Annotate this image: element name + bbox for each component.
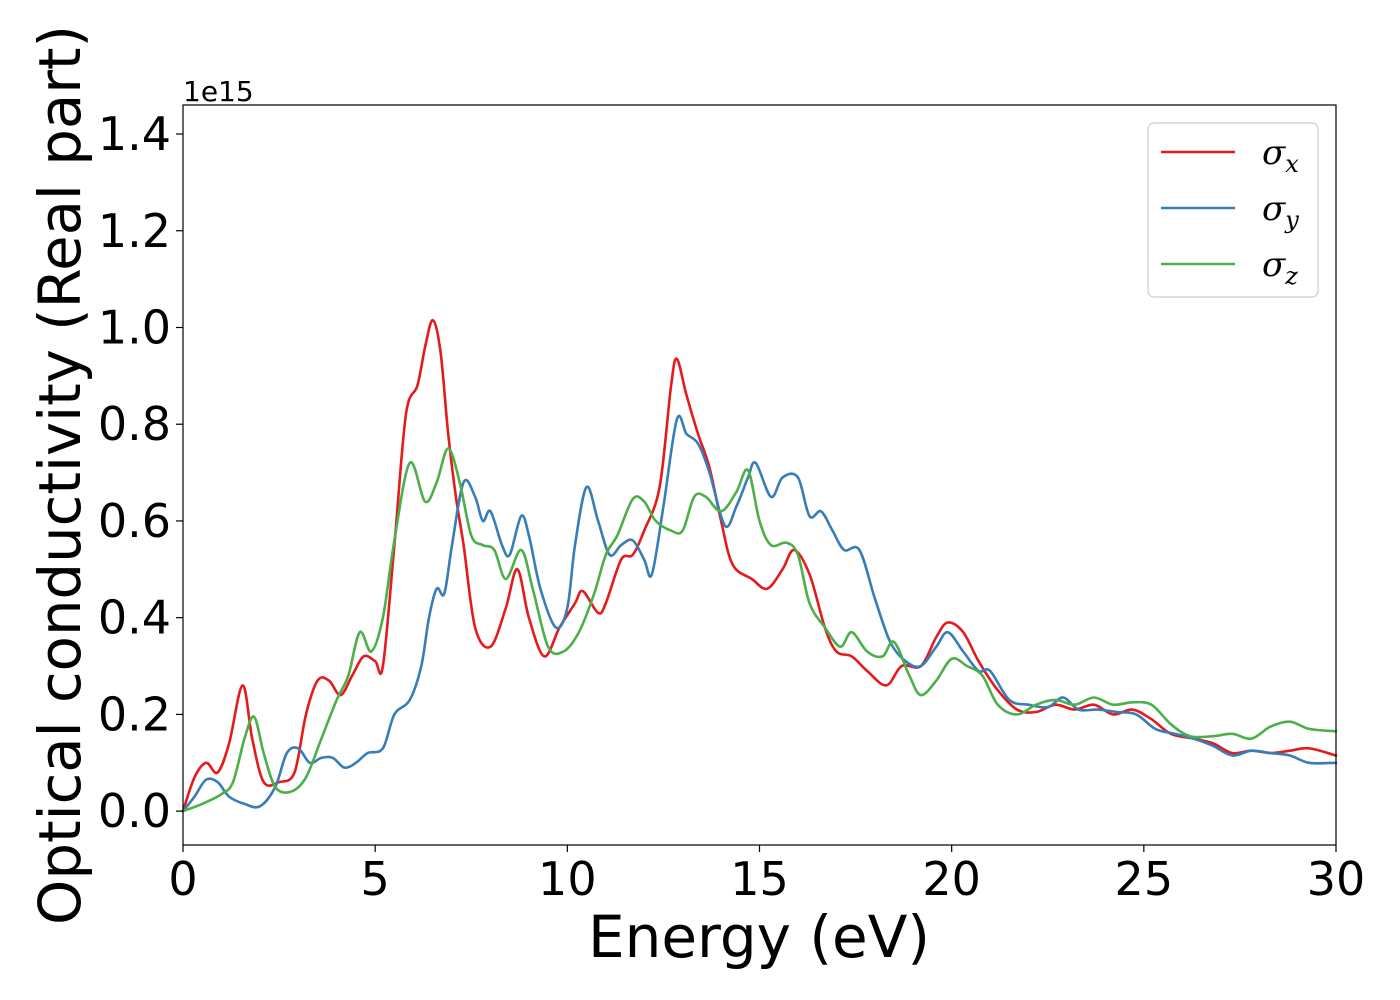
series-line-y xyxy=(181,414,1338,813)
y-tick-label: 0.4 xyxy=(98,591,171,645)
legend-box xyxy=(1147,122,1319,298)
x-tick-label: 5 xyxy=(361,852,390,906)
series-line-z xyxy=(181,447,1338,813)
x-tick-label: 15 xyxy=(730,852,789,906)
x-tick-label: 0 xyxy=(168,852,197,906)
y-tick-label: 0.6 xyxy=(98,494,171,548)
y-tick-label: 0.8 xyxy=(98,397,171,451)
y-tick-label: 1.2 xyxy=(98,204,171,258)
series-line-x xyxy=(181,318,1338,813)
y-tick-label: 1.0 xyxy=(98,300,171,354)
y-axis-label: Optical conductivity (Real part) xyxy=(26,25,94,925)
y-tick-label: 1.4 xyxy=(98,107,171,161)
legend-items: σx σy σz xyxy=(1161,133,1299,290)
y-tick-label: 0.0 xyxy=(98,784,171,838)
x-tick-label: 25 xyxy=(1115,852,1174,906)
legend: σx σy σz xyxy=(1147,122,1319,298)
series-layer xyxy=(181,318,1338,813)
x-tick-label: 20 xyxy=(922,852,981,906)
x-tick-label: 10 xyxy=(538,852,597,906)
legend-label-y: σy xyxy=(1262,189,1299,234)
x-axis-ticks: 0 5 10 15 20 25 30 xyxy=(168,845,1365,906)
y-axis-ticks: 0.0 0.2 0.4 0.6 0.8 1.0 1.2 1.4 xyxy=(98,107,183,838)
legend-label-x: σx xyxy=(1262,133,1299,178)
x-tick-label: 30 xyxy=(1307,852,1366,906)
legend-label-z: σz xyxy=(1262,245,1298,290)
y-tick-label: 0.2 xyxy=(98,687,171,741)
y-axis-offset-label: 1e15 xyxy=(183,75,254,108)
x-axis-label: Energy (eV) xyxy=(588,903,930,971)
